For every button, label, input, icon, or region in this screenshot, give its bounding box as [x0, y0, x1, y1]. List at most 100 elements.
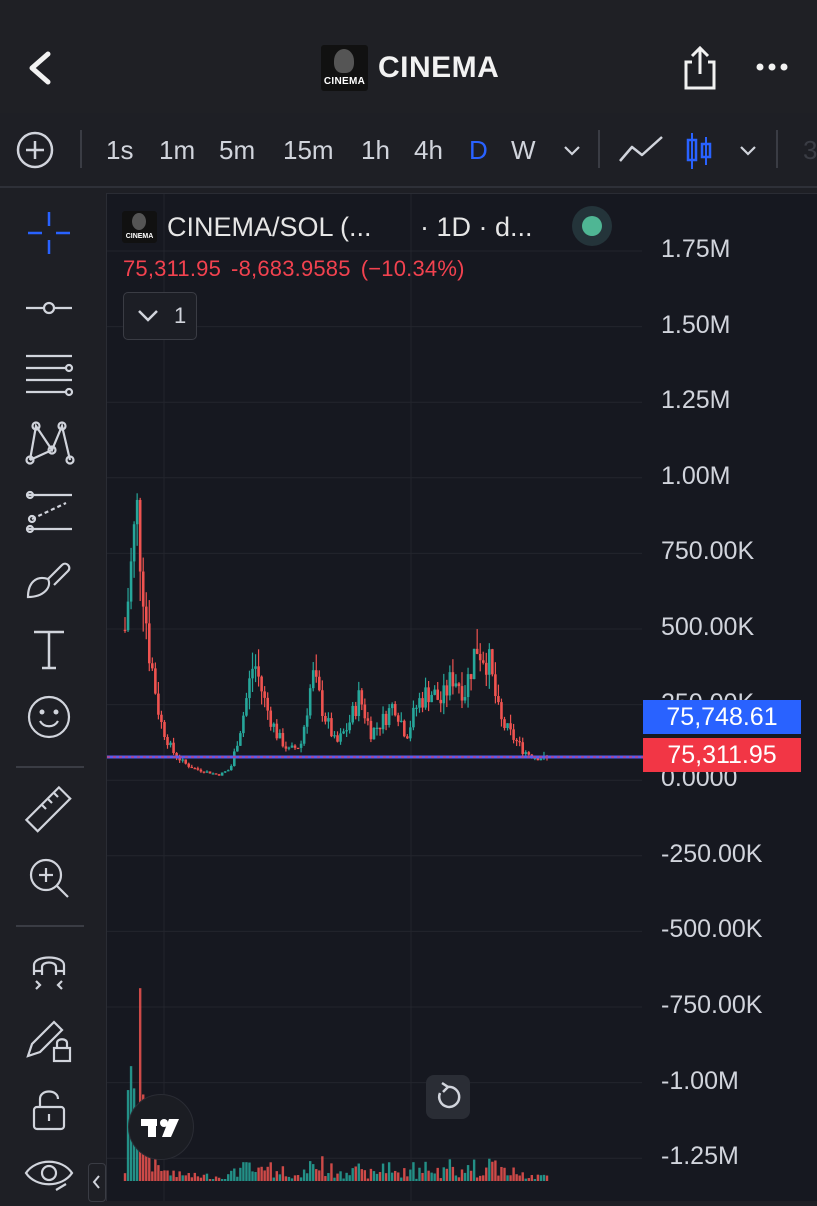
back-icon[interactable] — [18, 44, 62, 92]
chart-pane[interactable] — [106, 193, 817, 1201]
brush-icon[interactable] — [22, 553, 76, 607]
prediction-icon[interactable] — [22, 485, 76, 539]
volume-bar — [315, 1169, 318, 1181]
volume-bar — [421, 1172, 424, 1181]
volume-bar — [466, 1165, 470, 1181]
volume-bar — [445, 1168, 449, 1181]
fib-lines-icon[interactable] — [22, 348, 76, 402]
volume-bar — [469, 1170, 473, 1181]
reset-chart-button[interactable] — [426, 1075, 470, 1119]
price-axis-label: 1.25M — [661, 386, 731, 415]
candle — [311, 670, 315, 689]
volume-bar — [211, 1179, 215, 1181]
candle — [278, 732, 282, 739]
pattern-icon[interactable] — [22, 416, 76, 470]
candle — [378, 727, 382, 730]
chart-legend[interactable]: CINEMA CINEMA/SOL (... — [122, 210, 372, 244]
volume-bar — [363, 1170, 367, 1181]
text-icon[interactable] — [22, 622, 76, 676]
volume-bar — [439, 1178, 442, 1181]
volume-bar — [463, 1172, 467, 1181]
candle — [512, 729, 515, 740]
eye-icon[interactable] — [22, 1146, 76, 1200]
timeframe-4h[interactable]: 4h — [414, 135, 443, 165]
timeframe-1m[interactable]: 1m — [159, 135, 196, 165]
lock-icon[interactable] — [22, 1083, 76, 1137]
volume-bar — [181, 1175, 184, 1181]
chevron-down-icon[interactable] — [738, 144, 758, 158]
volume-bar — [239, 1167, 242, 1181]
volume-bar — [290, 1178, 294, 1181]
timeframe-5m[interactable]: 5m — [219, 135, 256, 165]
candle — [226, 770, 230, 772]
candle — [314, 670, 318, 677]
trend-line-icon[interactable] — [22, 281, 76, 335]
candle — [354, 705, 358, 717]
candle — [169, 742, 172, 746]
timeframe-15m[interactable]: 15m — [283, 135, 334, 165]
ruler-icon[interactable] — [22, 783, 76, 837]
volume-bar — [269, 1162, 272, 1181]
price-chart[interactable] — [107, 194, 817, 1201]
last-price-tag: 75,311.95 — [643, 738, 801, 772]
volume-bar — [427, 1170, 430, 1181]
candle — [184, 759, 188, 764]
volume-bar — [178, 1171, 181, 1181]
candle — [163, 722, 166, 738]
magnet-icon[interactable] — [22, 945, 76, 999]
volume-bar — [354, 1166, 357, 1181]
candle — [330, 718, 333, 737]
candles-icon[interactable] — [684, 131, 714, 171]
page-title: CINEMA — [378, 51, 500, 84]
volume-bar — [494, 1160, 497, 1181]
volume-bar — [460, 1169, 464, 1181]
volume-bar — [472, 1159, 476, 1181]
crosshair-icon[interactable] — [22, 206, 76, 260]
volume-bar — [390, 1172, 394, 1181]
candle — [296, 747, 300, 750]
price-axis-label: -1.00M — [661, 1066, 739, 1095]
token-logo: CINEMA — [321, 45, 368, 91]
volume-bar — [227, 1174, 230, 1181]
timeframe-w[interactable]: W — [511, 135, 536, 165]
candle — [494, 674, 497, 697]
timeframe-1s[interactable]: 1s — [106, 135, 134, 165]
candle — [375, 727, 379, 729]
emoji-icon[interactable] — [22, 690, 76, 744]
indicators-toggle-button[interactable]: 1 — [123, 292, 197, 340]
candle — [275, 723, 279, 739]
candle — [336, 735, 339, 742]
candle — [284, 746, 288, 749]
share-icon[interactable] — [680, 44, 720, 92]
candle — [232, 751, 236, 766]
market-status-icon — [572, 206, 612, 246]
candle — [242, 715, 245, 734]
line-chart-icon[interactable] — [618, 131, 664, 169]
timeframe-1h[interactable]: 1h — [361, 135, 390, 165]
candle — [481, 660, 485, 663]
volume-bar — [488, 1158, 491, 1181]
chevron-down-icon[interactable] — [562, 144, 582, 158]
volume-bar — [248, 1162, 251, 1181]
lock-drawing-icon[interactable] — [22, 1014, 76, 1068]
zoom-icon[interactable] — [22, 851, 76, 905]
candle — [339, 733, 342, 742]
candle — [457, 683, 461, 687]
candle — [202, 771, 206, 773]
candle — [524, 752, 528, 754]
volume-bar — [281, 1166, 285, 1181]
candle — [460, 686, 464, 701]
add-indicator-icon[interactable] — [16, 131, 54, 169]
more-icon[interactable] — [752, 56, 792, 78]
candle — [157, 693, 160, 715]
top-bar: CINEMA CINEMA — [0, 0, 817, 113]
price-axis-label: 1.00M — [661, 461, 731, 490]
candle — [351, 705, 354, 723]
tradingview-logo[interactable] — [128, 1094, 194, 1160]
collapse-sidebar-button[interactable] — [88, 1163, 106, 1202]
pair-name[interactable]: CINEMA/SOL (... — [167, 211, 372, 242]
volume-bar — [418, 1167, 421, 1181]
toolbar-overflow-item[interactable]: 3 — [803, 135, 817, 165]
volume-bar — [442, 1167, 445, 1181]
timeframe-d[interactable]: D — [469, 135, 488, 165]
